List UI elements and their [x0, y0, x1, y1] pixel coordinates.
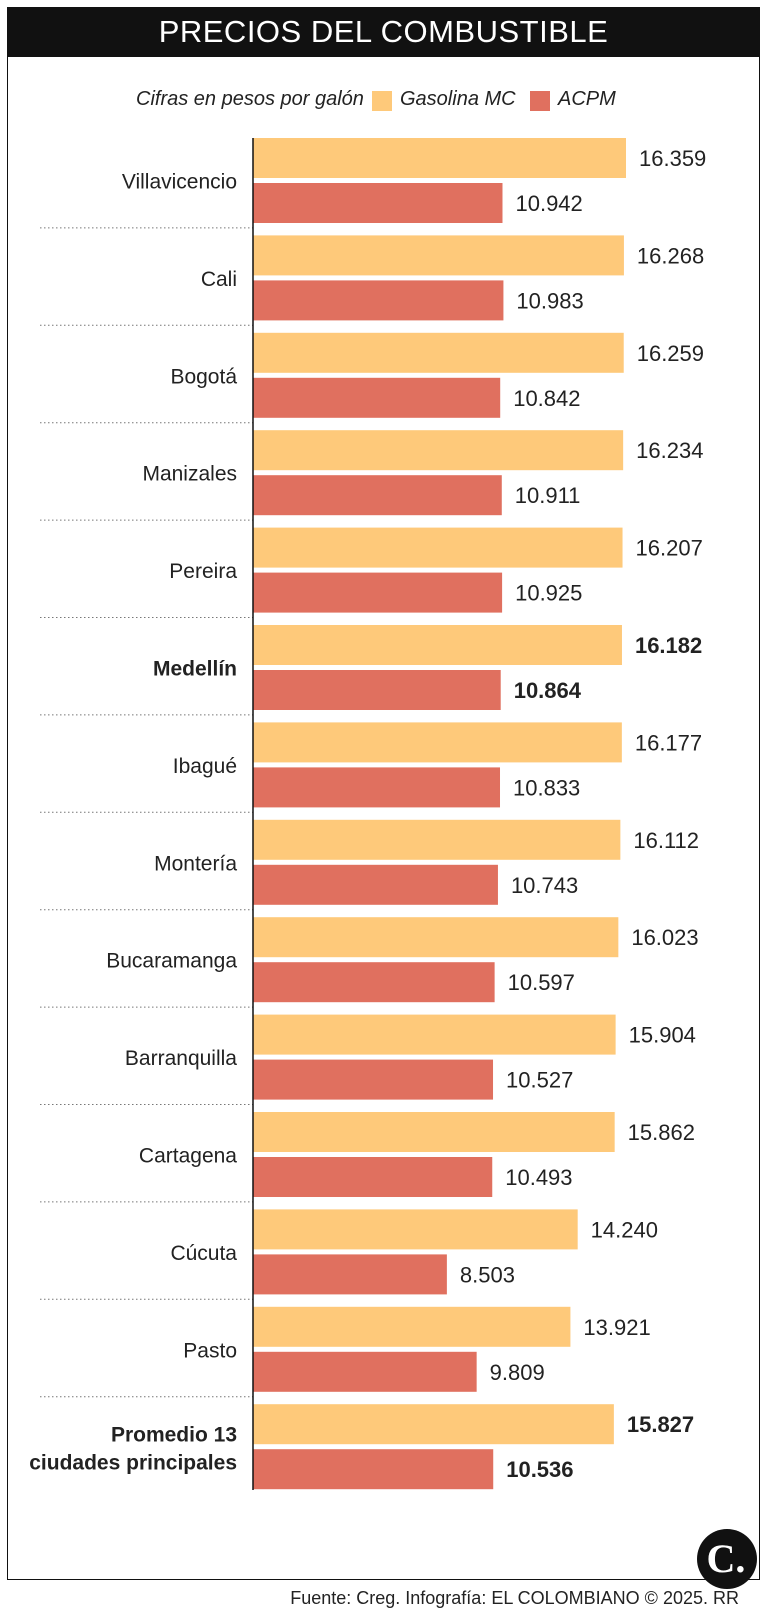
value-label-acpm-cartagena: 10.493 — [505, 1165, 572, 1190]
category-label-promedio-13-ciudades-principales: Promedio 13 ciudades principales — [29, 1424, 237, 1475]
bar-acpm-cucuta — [253, 1254, 447, 1295]
chart-title: PRECIOS DEL COMBUSTIBLE — [7, 7, 760, 57]
value-label-acpm-bucaramanga: 10.597 — [508, 970, 575, 995]
category-label-barranquilla: Barranquilla — [125, 1047, 237, 1070]
value-label-acpm-medellin: 10.864 — [514, 678, 582, 703]
chart-title-text: PRECIOS DEL COMBUSTIBLE — [158, 14, 609, 49]
bar-acpm-cali — [253, 280, 504, 321]
svg-text:C.: C. — [707, 1536, 746, 1581]
value-label-acpm-barranquilla: 10.527 — [506, 1068, 573, 1093]
value-label-acpm-promedio-13-ciudades-principales: 10.536 — [506, 1457, 573, 1482]
source-credit: Fuente: Creg. Infografía: EL COLOMBIANO … — [290, 1588, 739, 1608]
bar-gasolina-mc-medellin — [253, 625, 622, 665]
value-label-gasolina-mc-pasto: 13.921 — [583, 1315, 650, 1340]
bar-gasolina-mc-cucuta — [253, 1209, 578, 1250]
category-label-medellin: Medellín — [153, 658, 237, 681]
value-label-gasolina-mc-barranquilla: 15.904 — [629, 1023, 696, 1048]
value-label-acpm-bogota: 10.842 — [513, 386, 580, 411]
category-label-cucuta: Cúcuta — [170, 1242, 237, 1265]
bar-acpm-bogota — [253, 377, 501, 418]
bar-gasolina-mc-bucaramanga — [253, 917, 619, 958]
legend-label-acpm: ACPM — [558, 88, 616, 110]
category-label-manizales: Manizales — [142, 463, 237, 486]
legend-swatch-acpm — [530, 91, 550, 111]
value-label-acpm-manizales: 10.911 — [515, 483, 581, 508]
value-label-gasolina-mc-pereira: 16.207 — [636, 536, 703, 561]
bar-gasolina-mc-barranquilla — [253, 1014, 616, 1055]
value-label-acpm-villavicencio: 10.942 — [515, 191, 582, 216]
value-label-gasolina-mc-cartagena: 15.862 — [628, 1120, 695, 1145]
value-label-gasolina-mc-cali: 16.268 — [637, 243, 704, 268]
value-label-gasolina-mc-monteria: 16.112 — [633, 828, 699, 853]
value-label-gasolina-mc-promedio-13-ciudades-principales: 15.827 — [627, 1412, 694, 1437]
bar-gasolina-mc-cali — [253, 235, 624, 276]
el-colombiano-logo: C. — [697, 1529, 757, 1589]
category-label-cali: Cali — [201, 268, 237, 291]
value-label-acpm-cali: 10.983 — [516, 288, 583, 313]
category-label-pereira: Pereira — [169, 560, 237, 583]
category-label-ibague: Ibagué — [173, 755, 237, 778]
bar-gasolina-mc-monteria — [253, 819, 621, 860]
bar-acpm-medellin — [253, 670, 501, 710]
legend: Cifras en pesos por galón Gasolina MC AC… — [0, 88, 767, 114]
value-label-gasolina-mc-bucaramanga: 16.023 — [631, 925, 698, 950]
category-label-pasto: Pasto — [183, 1339, 237, 1362]
legend-note: Cifras en pesos por galón — [136, 88, 364, 110]
category-label-bogota: Bogotá — [170, 365, 237, 388]
value-label-gasolina-mc-villavicencio: 16.359 — [639, 146, 706, 171]
value-label-gasolina-mc-medellin: 16.182 — [635, 633, 702, 658]
category-label-line: ciudades principales — [29, 1452, 237, 1475]
bar-acpm-pasto — [253, 1351, 477, 1392]
value-label-acpm-pasto: 9.809 — [490, 1360, 545, 1385]
value-label-gasolina-mc-bogota: 16.259 — [637, 341, 704, 366]
category-label-cartagena: Cartagena — [139, 1145, 237, 1168]
bar-acpm-bucaramanga — [253, 962, 495, 1003]
category-label-villavicencio: Villavicencio — [122, 171, 237, 194]
bar-gasolina-mc-bogota — [253, 332, 624, 373]
value-label-gasolina-mc-cucuta: 14.240 — [591, 1217, 658, 1242]
value-label-gasolina-mc-ibague: 16.177 — [635, 730, 702, 755]
bar-acpm-cartagena — [253, 1157, 493, 1197]
bar-gasolina-mc-pasto — [253, 1306, 571, 1347]
value-label-acpm-cucuta: 8.503 — [460, 1262, 515, 1287]
bar-acpm-ibague — [253, 767, 501, 808]
bar-acpm-barranquilla — [253, 1059, 494, 1100]
legend-label-gasolina: Gasolina MC — [400, 88, 516, 110]
bar-gasolina-mc-cartagena — [253, 1112, 615, 1152]
category-label-monteria: Montería — [154, 852, 237, 875]
legend-swatch-gasolina — [372, 91, 392, 111]
bar-acpm-promedio-13-ciudades-principales — [253, 1449, 494, 1490]
bar-gasolina-mc-promedio-13-ciudades-principales — [253, 1404, 614, 1445]
value-label-acpm-ibague: 10.833 — [513, 775, 580, 800]
bar-acpm-manizales — [253, 475, 502, 516]
bar-gasolina-mc-pereira — [253, 527, 623, 568]
bar-acpm-monteria — [253, 864, 498, 905]
value-label-gasolina-mc-manizales: 16.234 — [636, 438, 703, 463]
category-label-line: Promedio 13 — [111, 1424, 237, 1447]
bar-acpm-pereira — [253, 572, 503, 613]
category-label-bucaramanga: Bucaramanga — [106, 950, 237, 973]
value-label-acpm-pereira: 10.925 — [515, 581, 582, 606]
bar-acpm-villavicencio — [253, 183, 503, 223]
bar-gasolina-mc-ibague — [253, 722, 622, 763]
bar-gasolina-mc-villavicencio — [253, 138, 626, 178]
bar-gasolina-mc-manizales — [253, 430, 624, 471]
value-label-acpm-monteria: 10.743 — [511, 873, 578, 898]
